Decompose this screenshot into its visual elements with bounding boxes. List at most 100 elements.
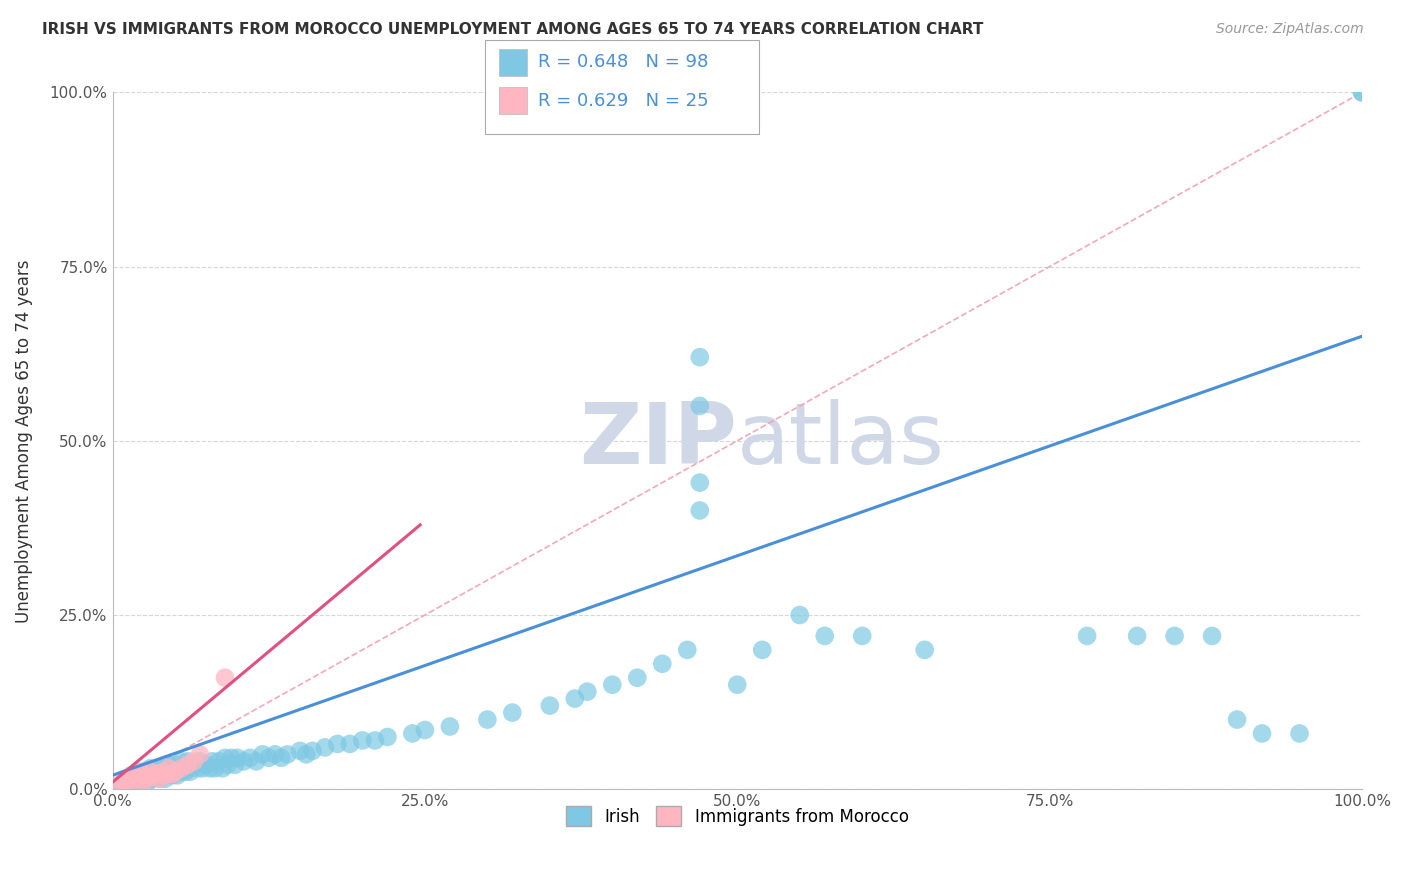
Point — [129, 775, 152, 789]
Point — [252, 747, 274, 762]
Point — [413, 723, 436, 737]
Point — [179, 764, 201, 779]
Point — [191, 761, 214, 775]
Point — [651, 657, 673, 671]
Point — [1351, 86, 1374, 100]
Point — [914, 643, 936, 657]
Point — [127, 772, 149, 786]
Point — [217, 757, 239, 772]
Point — [132, 764, 155, 779]
Point — [114, 772, 136, 786]
Point — [538, 698, 561, 713]
Point — [814, 629, 837, 643]
Point — [352, 733, 374, 747]
Point — [145, 767, 167, 781]
Point — [188, 747, 211, 762]
Point — [219, 751, 242, 765]
Text: ZIP: ZIP — [579, 400, 737, 483]
Point — [176, 761, 198, 775]
Point — [139, 764, 162, 779]
Point — [139, 761, 162, 775]
Point — [149, 772, 172, 786]
Point — [114, 775, 136, 789]
Point — [163, 757, 186, 772]
Point — [136, 772, 159, 786]
Point — [751, 643, 773, 657]
Point — [626, 671, 648, 685]
Point — [401, 726, 423, 740]
Point — [141, 770, 163, 784]
Point — [107, 779, 129, 793]
Point — [132, 773, 155, 788]
Point — [152, 761, 174, 775]
Point — [149, 772, 172, 786]
Point — [314, 740, 336, 755]
Point — [145, 768, 167, 782]
Point — [1288, 726, 1310, 740]
Point — [208, 755, 231, 769]
Point — [564, 691, 586, 706]
Point — [1251, 726, 1274, 740]
Legend: Irish, Immigrants from Morocco: Irish, Immigrants from Morocco — [560, 799, 915, 833]
Point — [214, 671, 236, 685]
Point — [163, 764, 186, 779]
Point — [689, 503, 711, 517]
Point — [114, 777, 136, 791]
Point — [111, 777, 134, 791]
Point — [245, 755, 267, 769]
Point — [364, 733, 387, 747]
Point — [139, 768, 162, 782]
Text: Source: ZipAtlas.com: Source: ZipAtlas.com — [1216, 22, 1364, 37]
Point — [157, 764, 180, 779]
Point — [186, 761, 208, 775]
Text: IRISH VS IMMIGRANTS FROM MOROCCO UNEMPLOYMENT AMONG AGES 65 TO 74 YEARS CORRELAT: IRISH VS IMMIGRANTS FROM MOROCCO UNEMPLO… — [42, 22, 984, 37]
Point — [1163, 629, 1185, 643]
Point — [602, 678, 624, 692]
Point — [257, 751, 280, 765]
Point — [127, 772, 149, 786]
Point — [851, 629, 873, 643]
Point — [166, 768, 188, 782]
Point — [211, 761, 233, 775]
Point — [117, 772, 139, 786]
Point — [132, 768, 155, 782]
Point — [124, 768, 146, 782]
Point — [183, 755, 205, 769]
Point — [295, 747, 318, 762]
Point — [153, 772, 176, 786]
Point — [326, 737, 349, 751]
Point — [270, 751, 292, 765]
Point — [195, 757, 218, 772]
Point — [176, 755, 198, 769]
Point — [157, 761, 180, 775]
Point — [301, 744, 323, 758]
Point — [377, 730, 399, 744]
Point — [117, 777, 139, 791]
Point — [689, 399, 711, 413]
Point — [132, 772, 155, 786]
Point — [576, 684, 599, 698]
Point — [232, 755, 254, 769]
Point — [120, 768, 142, 782]
Point — [226, 751, 249, 765]
Point — [120, 775, 142, 789]
Point — [501, 706, 523, 720]
Text: R = 0.629   N = 25: R = 0.629 N = 25 — [538, 92, 709, 110]
Point — [689, 475, 711, 490]
Point — [201, 755, 224, 769]
Text: R = 0.648   N = 98: R = 0.648 N = 98 — [538, 54, 709, 71]
Y-axis label: Unemployment Among Ages 65 to 74 years: Unemployment Among Ages 65 to 74 years — [15, 259, 32, 623]
Point — [188, 755, 211, 769]
Point — [1126, 629, 1149, 643]
Point — [198, 761, 221, 775]
Point — [1076, 629, 1098, 643]
Point — [152, 768, 174, 782]
Point — [170, 764, 193, 779]
Point — [129, 764, 152, 779]
Point — [127, 764, 149, 779]
Point — [339, 737, 361, 751]
Point — [163, 764, 186, 779]
Point — [264, 747, 287, 762]
Point — [789, 607, 811, 622]
Point — [145, 761, 167, 775]
